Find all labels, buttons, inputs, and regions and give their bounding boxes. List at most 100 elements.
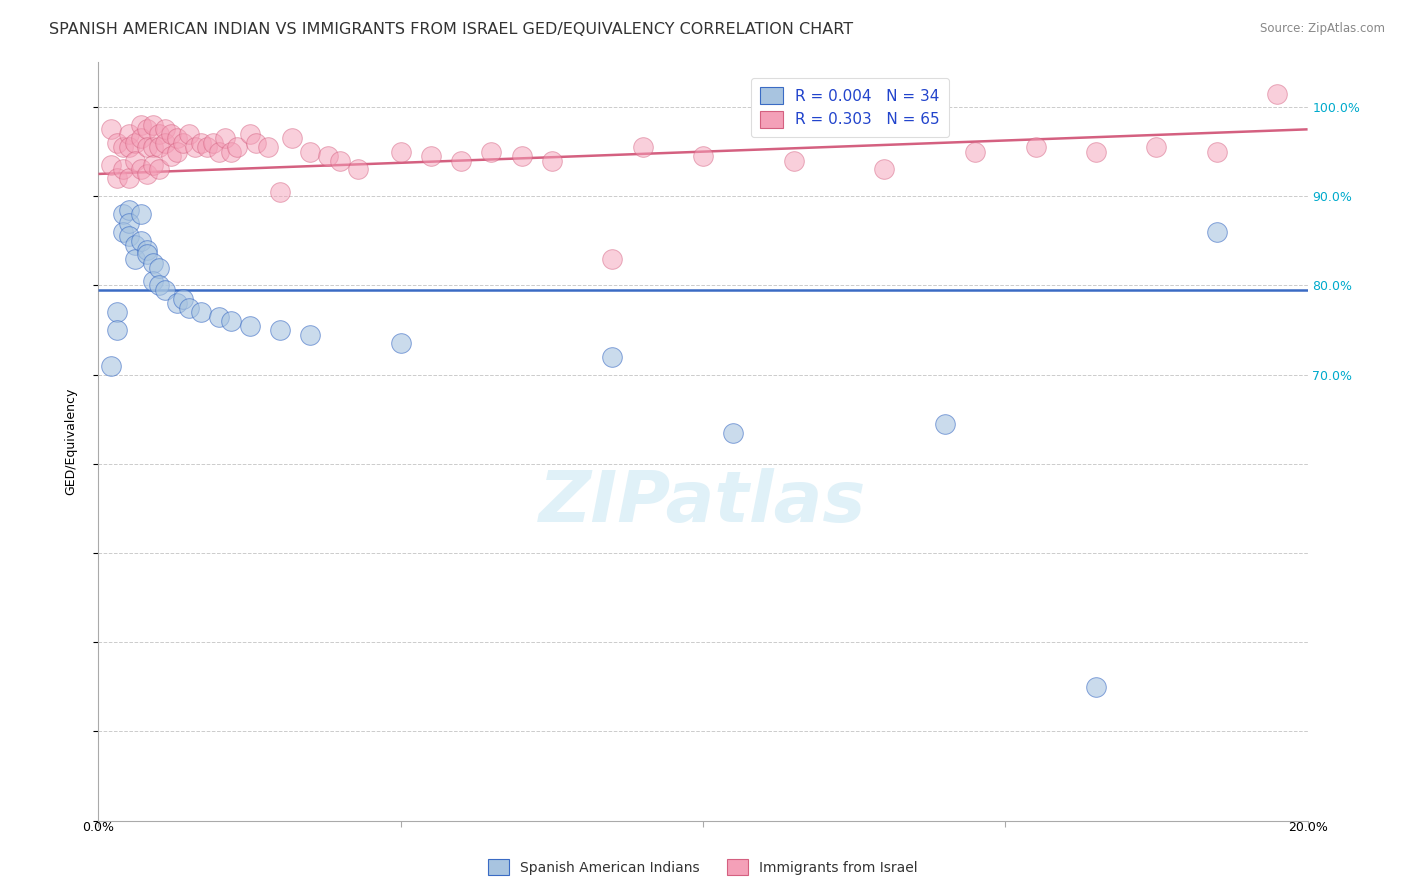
Point [135,122,157,136]
Point [148,127,170,141]
Point [129,207,152,221]
Point [214,131,236,145]
Point [347,162,370,177]
Point [118,127,141,141]
Point [316,149,339,163]
Point [118,229,141,244]
Point [135,140,157,154]
Point [166,131,188,145]
Point [166,296,188,310]
Point [1206,145,1229,159]
Point [111,140,134,154]
Point [124,153,146,168]
Point [179,301,201,315]
Point [602,350,624,364]
Point [965,145,987,159]
Point [299,327,322,342]
Point [105,323,128,337]
Text: 20.0%: 20.0% [1288,821,1327,834]
Text: Source: ZipAtlas.com: Source: ZipAtlas.com [1260,22,1385,36]
Point [934,417,956,431]
Point [245,136,267,150]
Point [135,167,157,181]
Point [142,256,165,270]
Point [148,162,170,177]
Point [118,216,141,230]
Legend: Spanish American Indians, Immigrants from Israel: Spanish American Indians, Immigrants fro… [482,854,924,880]
Point [239,127,262,141]
Point [450,153,472,168]
Point [129,162,152,177]
Point [100,122,122,136]
Legend: R = 0.004   N = 34, R = 0.303   N = 65: R = 0.004 N = 34, R = 0.303 N = 65 [751,78,949,137]
Point [208,145,231,159]
Point [105,136,128,150]
Point [389,336,412,351]
Point [124,238,146,252]
Point [148,278,170,293]
Point [281,131,304,145]
Point [783,153,806,168]
Point [226,140,249,154]
Point [142,158,165,172]
Point [190,136,212,150]
Point [153,122,176,136]
Point [540,153,562,168]
Text: SPANISH AMERICAN INDIAN VS IMMIGRANTS FROM ISRAEL GED/EQUIVALENCY CORRELATION CH: SPANISH AMERICAN INDIAN VS IMMIGRANTS FR… [49,22,853,37]
Point [148,260,170,275]
Point [111,207,134,221]
Point [129,234,152,248]
Point [420,149,443,163]
Point [269,185,291,199]
Point [195,140,218,154]
Point [510,149,533,163]
Point [172,136,194,150]
Point [256,140,278,154]
Point [135,243,157,257]
Point [111,162,134,177]
Point [153,136,176,150]
Point [118,171,141,186]
Point [208,310,231,324]
Point [111,225,134,239]
Point [105,305,128,319]
Point [100,158,122,172]
Point [118,202,141,217]
Point [269,323,291,337]
Point [481,145,503,159]
Point [1024,140,1046,154]
Point [153,283,176,297]
Point [166,145,188,159]
Point [1085,145,1108,159]
Point [118,140,141,154]
Point [1146,140,1168,154]
Point [221,314,243,328]
Point [329,153,352,168]
Point [142,118,165,132]
Point [100,359,122,373]
Text: ZIPatlas: ZIPatlas [540,467,866,537]
Point [221,145,243,159]
Point [129,131,152,145]
Point [135,247,157,261]
Point [239,318,262,333]
Point [179,127,201,141]
Y-axis label: GED/Equivalency: GED/Equivalency [65,388,77,495]
Point [692,149,714,163]
Point [105,171,128,186]
Point [172,292,194,306]
Point [389,145,412,159]
Text: 0.0%: 0.0% [83,821,114,834]
Point [202,136,225,150]
Point [873,162,896,177]
Point [184,140,207,154]
Point [124,252,146,266]
Point [602,252,624,266]
Point [1267,87,1289,101]
Point [160,127,183,141]
Point [190,305,212,319]
Point [142,140,165,154]
Point [1206,225,1229,239]
Point [631,140,654,154]
Point [723,425,745,440]
